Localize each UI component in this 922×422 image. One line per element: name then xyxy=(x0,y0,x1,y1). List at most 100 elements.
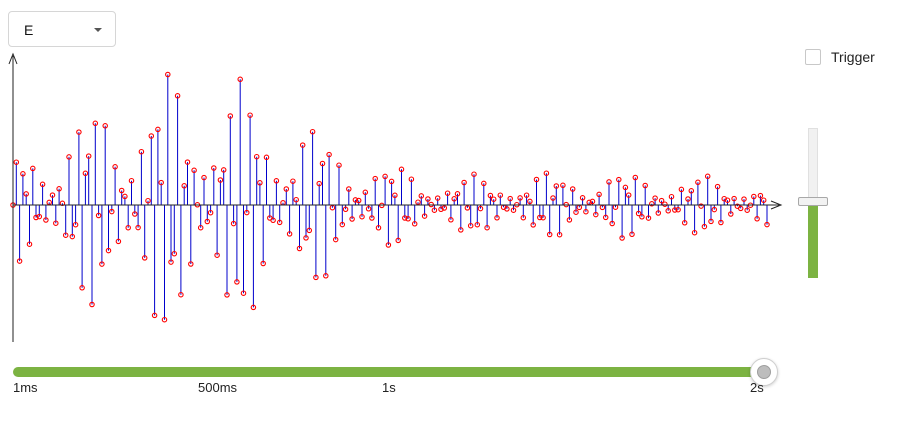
waveform-sample-marker xyxy=(230,220,237,227)
waveform-sample-marker xyxy=(408,176,415,182)
waveform-sample-marker xyxy=(85,153,92,159)
waveform-sample-marker xyxy=(484,224,490,231)
waveform-sample-marker xyxy=(718,219,724,226)
time-tick-1s: 1s xyxy=(382,380,396,395)
waveform-sample-marker xyxy=(523,192,530,198)
waveform-sample-marker xyxy=(332,236,339,243)
waveform-sample-marker xyxy=(395,237,401,244)
waveform-sample-marker xyxy=(375,225,382,231)
waveform-sample-marker xyxy=(510,207,517,213)
waveform-sample-marker xyxy=(306,227,313,234)
time-tick-2s: 2s xyxy=(750,380,764,395)
waveform-sample-marker xyxy=(477,205,484,212)
waveform-sample-marker xyxy=(546,231,553,238)
waveform-sample-marker xyxy=(135,224,141,231)
waveform-sample-marker xyxy=(181,183,187,189)
waveform-sample-marker xyxy=(487,192,494,199)
waveform-sample-marker xyxy=(421,213,428,219)
waveform-sample-marker xyxy=(596,191,602,198)
waveform-sample-marker xyxy=(642,182,648,189)
amplitude-slider[interactable] xyxy=(798,128,828,278)
waveform-sample-marker xyxy=(751,193,757,200)
waveform-sample-marker xyxy=(158,179,164,186)
waveform-sample-marker xyxy=(688,188,695,194)
waveform-sample-marker xyxy=(550,195,556,201)
trigger-label: Trigger xyxy=(831,49,875,65)
waveform-sample-marker xyxy=(290,178,296,184)
waveform-sample-marker xyxy=(543,170,550,176)
trigger-checkbox-box[interactable] xyxy=(805,49,821,65)
y-axis-arrow xyxy=(8,52,18,65)
time-slider-thumb[interactable] xyxy=(750,358,778,386)
waveform-sample-marker xyxy=(382,173,388,180)
waveform-stems xyxy=(15,74,768,320)
waveform-sample-marker xyxy=(583,208,589,215)
waveform-sample-marker xyxy=(708,218,714,225)
waveform-sample-marker xyxy=(728,211,734,217)
waveform-sample-marker xyxy=(313,274,319,281)
waveform-sample-marker xyxy=(665,208,671,214)
waveform-sample-marker xyxy=(365,206,372,212)
waveform-sample-marker xyxy=(507,195,513,202)
waveform-sample-marker xyxy=(257,180,263,186)
waveform-sample-marker xyxy=(451,196,457,202)
waveform-sample-marker xyxy=(49,192,56,198)
waveform-sample-marker xyxy=(695,179,701,186)
amplitude-slider-thumb[interactable] xyxy=(798,197,828,206)
waveform-sample-marker xyxy=(112,164,118,170)
waveform-sample-marker xyxy=(425,196,431,202)
waveform-sample-marker xyxy=(398,166,405,173)
amplitude-slider-fill xyxy=(808,206,818,278)
trigger-checkbox[interactable]: Trigger xyxy=(805,49,875,65)
waveform-sample-marker xyxy=(283,186,290,192)
waveform-sample-marker xyxy=(444,190,451,196)
waveform-sample-marker xyxy=(26,241,33,247)
waveform-sample-marker xyxy=(323,273,329,279)
waveform-sample-marker xyxy=(141,255,148,261)
waveform-sample-marker xyxy=(675,206,681,213)
chevron-down-icon xyxy=(94,28,102,32)
waveform-sample-marker xyxy=(655,210,662,216)
waveform-sample-marker xyxy=(346,186,352,192)
waveform-sample-marker xyxy=(602,214,609,221)
waveform-sample-marker xyxy=(237,76,243,83)
waveform-sample-marker xyxy=(392,192,398,199)
waveform-sample-marker xyxy=(517,195,523,201)
waveform-sample-marker xyxy=(467,222,474,229)
waveform-sample-marker xyxy=(724,197,731,203)
waveform-sample-marker xyxy=(102,123,108,129)
waveform-sample-marker xyxy=(520,214,527,221)
waveform-sample-marker xyxy=(296,245,303,252)
waveform-sample-marker xyxy=(16,258,23,264)
waveform-sample-marker xyxy=(82,170,89,177)
waveform-sample-marker xyxy=(204,218,211,225)
waveform-sample-marker xyxy=(89,301,95,308)
waveform-sample-marker xyxy=(253,153,260,160)
waveform-sample-marker xyxy=(668,193,675,200)
waveform-sample-marker xyxy=(217,177,224,183)
waveform-sample-marker xyxy=(652,195,658,201)
waveform-sample-marker xyxy=(448,217,454,223)
waveform-sample-marker xyxy=(66,154,72,160)
waveform-sample-marker xyxy=(36,213,43,220)
waveform-sample-marker xyxy=(69,233,76,240)
waveform-sample-marker xyxy=(309,128,316,135)
time-slider[interactable] xyxy=(13,356,778,392)
waveform-sample-marker xyxy=(299,142,306,148)
waveform-sample-marker xyxy=(359,213,365,220)
waveform-sample-marker xyxy=(737,205,744,212)
waveform-sample-marker xyxy=(540,214,546,221)
waveform-sample-marker xyxy=(405,216,411,222)
waveform-sample-marker xyxy=(234,279,240,285)
waveform-sample-marker xyxy=(148,133,155,139)
waveform-sample-marker xyxy=(632,174,639,181)
waveform-sample-marker xyxy=(336,162,342,168)
waveform-sample-marker xyxy=(556,231,563,238)
waveform-sample-marker xyxy=(151,312,158,319)
waveform-sample-marker xyxy=(569,186,576,192)
time-slider-track[interactable] xyxy=(13,367,763,377)
waveform-sample-marker xyxy=(645,215,652,221)
waveform-sample-marker xyxy=(754,216,760,222)
signal-select[interactable]: E xyxy=(8,11,116,47)
waveform-sample-marker xyxy=(593,211,599,218)
